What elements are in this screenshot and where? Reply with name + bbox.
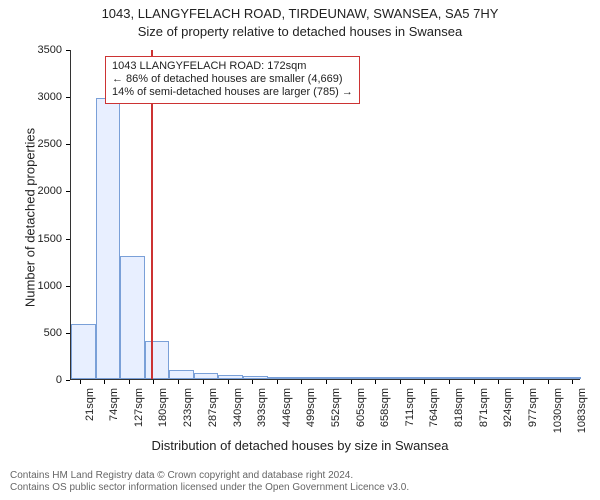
x-tick-mark: [129, 380, 130, 384]
x-tick-mark: [351, 380, 352, 384]
x-tick-label: 977sqm: [527, 388, 539, 427]
histogram-bar: [145, 341, 170, 379]
y-tick-label: 3500: [0, 44, 62, 56]
x-tick-mark: [228, 380, 229, 384]
y-tick-mark: [66, 144, 70, 145]
y-tick-mark: [66, 380, 70, 381]
histogram-bar: [538, 377, 563, 379]
x-tick-mark: [548, 380, 549, 384]
annotation-line3: 14% of semi-detached houses are larger (…: [112, 86, 353, 99]
x-tick-mark: [153, 380, 154, 384]
x-tick-mark: [203, 380, 204, 384]
y-tick-mark: [66, 191, 70, 192]
annotation-line2: ← 86% of detached houses are smaller (4,…: [112, 73, 353, 86]
x-axis-label: Distribution of detached houses by size …: [0, 438, 600, 453]
histogram-bar: [489, 377, 514, 379]
x-tick-label: 393sqm: [256, 388, 268, 427]
histogram-bar: [390, 377, 415, 379]
histogram-bar: [464, 377, 489, 379]
annotation-box: 1043 LLANGYFELACH ROAD: 172sqm ← 86% of …: [105, 56, 360, 104]
x-tick-mark: [301, 380, 302, 384]
x-tick-mark: [449, 380, 450, 384]
x-tick-mark: [523, 380, 524, 384]
annotation-line1: 1043 LLANGYFELACH ROAD: 172sqm: [112, 60, 353, 73]
x-tick-label: 21sqm: [84, 388, 96, 421]
histogram-bar: [440, 377, 465, 379]
y-tick-label: 2000: [0, 185, 62, 197]
x-tick-label: 764sqm: [428, 388, 440, 427]
x-tick-label: 499sqm: [305, 388, 317, 427]
x-tick-label: 233sqm: [182, 388, 194, 427]
y-tick-mark: [66, 239, 70, 240]
x-tick-label: 924sqm: [502, 388, 514, 427]
y-tick-mark: [66, 97, 70, 98]
x-tick-label: 1083sqm: [576, 388, 588, 433]
histogram-bar: [341, 377, 366, 379]
y-tick-label: 0: [0, 374, 62, 386]
x-tick-label: 287sqm: [207, 388, 219, 427]
x-tick-label: 711sqm: [404, 388, 416, 426]
y-tick-mark: [66, 50, 70, 51]
histogram-bar: [169, 370, 194, 379]
y-tick-label: 2500: [0, 138, 62, 150]
histogram-bar: [513, 377, 538, 379]
histogram-bar: [292, 377, 317, 379]
x-tick-mark: [80, 380, 81, 384]
x-tick-mark: [104, 380, 105, 384]
x-tick-label: 605sqm: [355, 388, 367, 427]
x-tick-mark: [326, 380, 327, 384]
y-tick-mark: [66, 286, 70, 287]
y-tick-label: 1000: [0, 280, 62, 292]
histogram-bar: [120, 256, 145, 379]
x-tick-mark: [424, 380, 425, 384]
x-tick-mark: [572, 380, 573, 384]
x-tick-mark: [400, 380, 401, 384]
footer-line1: Contains HM Land Registry data © Crown c…: [10, 470, 353, 482]
x-tick-mark: [498, 380, 499, 384]
chart-title-line2: Size of property relative to detached ho…: [0, 22, 600, 40]
x-tick-mark: [178, 380, 179, 384]
x-tick-label: 74sqm: [108, 388, 120, 421]
y-tick-label: 1500: [0, 233, 62, 245]
histogram-bar: [96, 98, 121, 379]
x-tick-label: 127sqm: [133, 388, 145, 427]
x-tick-label: 871sqm: [478, 388, 490, 427]
x-tick-mark: [375, 380, 376, 384]
histogram-bar: [562, 377, 581, 379]
histogram-bar: [194, 373, 219, 379]
y-tick-label: 500: [0, 327, 62, 339]
y-tick-label: 3000: [0, 91, 62, 103]
chart-container: 1043, LLANGYFELACH ROAD, TIRDEUNAW, SWAN…: [0, 0, 600, 500]
histogram-bar: [243, 376, 268, 379]
x-tick-label: 180sqm: [157, 388, 169, 427]
histogram-bar: [415, 377, 440, 379]
histogram-bar: [268, 377, 293, 379]
x-tick-label: 818sqm: [453, 388, 465, 427]
histogram-bar: [366, 377, 391, 379]
histogram-bar: [71, 324, 96, 379]
histogram-bar: [317, 377, 342, 379]
x-tick-mark: [474, 380, 475, 384]
x-tick-label: 658sqm: [379, 388, 391, 427]
x-tick-mark: [277, 380, 278, 384]
x-tick-label: 446sqm: [281, 388, 293, 427]
x-tick-label: 552sqm: [330, 388, 342, 427]
x-tick-label: 340sqm: [232, 388, 244, 427]
x-tick-mark: [252, 380, 253, 384]
y-tick-mark: [66, 333, 70, 334]
chart-title-line1: 1043, LLANGYFELACH ROAD, TIRDEUNAW, SWAN…: [0, 0, 600, 22]
footer-line2: Contains OS public sector information li…: [10, 482, 409, 494]
x-tick-label: 1030sqm: [552, 388, 564, 433]
histogram-bar: [218, 375, 243, 379]
